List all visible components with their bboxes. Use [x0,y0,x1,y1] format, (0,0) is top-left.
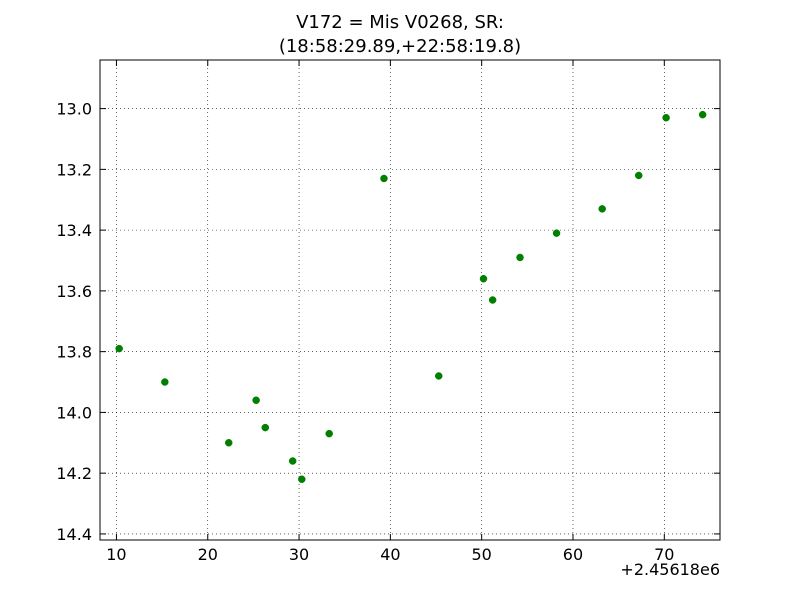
y-tick-label: 14.4 [56,525,92,544]
x-tick-label: 50 [471,545,491,564]
data-point [115,344,123,353]
x-tick-label: 10 [106,545,126,564]
data-point [552,229,561,237]
data-point [516,253,524,262]
data-point [380,174,388,183]
data-point [325,429,333,438]
y-tick-label: 13.2 [56,160,92,179]
y-tick-label: 13.8 [56,343,92,362]
data-point [435,372,443,380]
data-points [115,110,707,483]
y-tick-label: 14.0 [56,403,92,422]
data-point [288,457,297,465]
x-tick-label: 70 [654,545,674,564]
y-tick-label: 13.6 [56,282,92,301]
data-point [224,439,233,447]
data-point [479,274,488,283]
x-axis-offset-label: +2.45618e6 [620,560,720,579]
x-tick-label: 60 [563,545,583,564]
chart-title-line-2: (18:58:29.89,+22:58:19.8) [278,36,522,57]
y-tick-label: 13.4 [56,221,92,240]
data-point [698,110,707,119]
x-tick-label: 20 [198,545,218,564]
data-point [662,113,670,122]
x-tick-label: 30 [289,545,309,564]
grid-lines [100,60,720,540]
data-point [252,396,260,405]
data-point [298,475,306,483]
y-tick-label: 13.0 [56,100,92,119]
axis-ticks: 10 20 30 40 50 60 70 13.0 13.2 13.4 13.6 13.8 14.0 14… [56,60,720,564]
chart-title-line-1: V172 = Mis V0268, SR: [296,12,504,33]
data-point [488,296,497,304]
data-point [598,205,606,213]
data-point [261,423,270,432]
plot-frame [99,59,721,541]
data-point [634,171,643,180]
x-tick-label: 40 [380,545,400,564]
data-point [161,378,169,386]
y-tick-label: 14.2 [56,464,92,483]
